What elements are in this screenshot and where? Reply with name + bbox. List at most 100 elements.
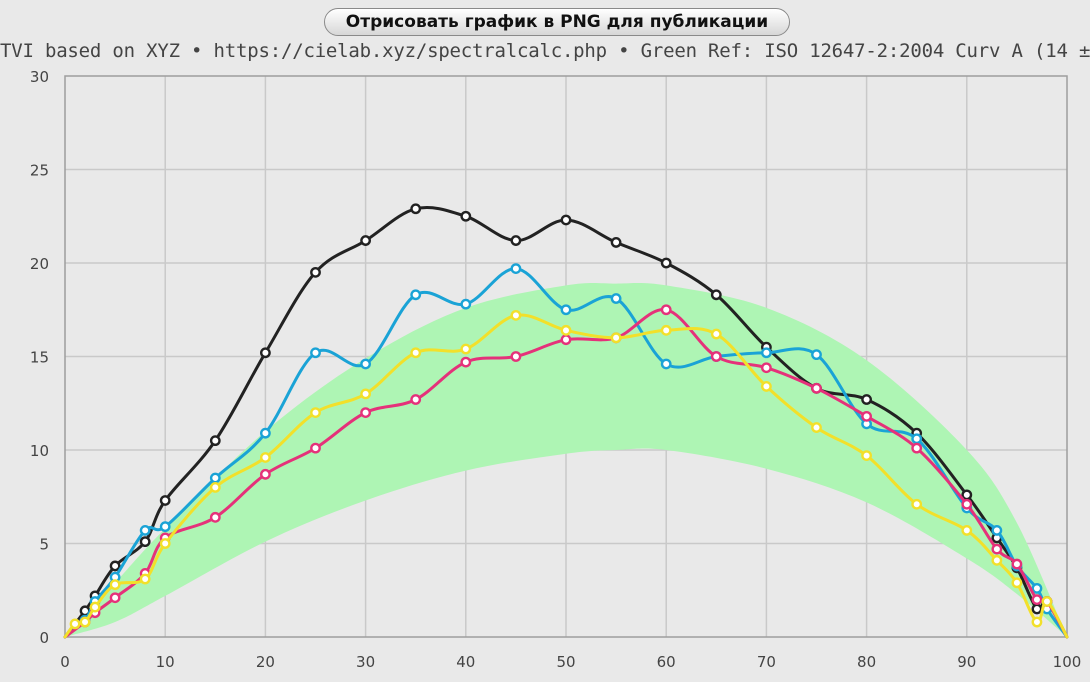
x-tick-label: 50 <box>556 653 575 671</box>
data-point <box>209 472 221 484</box>
data-point <box>761 362 772 374</box>
data-point <box>460 356 472 368</box>
y-tick-label: 15 <box>30 349 49 367</box>
data-point <box>1031 603 1043 615</box>
data-point <box>1041 596 1053 607</box>
data-point <box>159 495 171 506</box>
data-point <box>961 489 973 501</box>
data-point <box>259 468 271 480</box>
data-point <box>310 407 321 418</box>
x-tick-label: 40 <box>456 653 475 671</box>
data-point <box>811 422 822 433</box>
data-point <box>139 525 151 536</box>
axis-layer: 0 10 20 30 40 50 60 70 80 90 100 0 5 10 15 20 25 30 <box>30 68 1081 671</box>
data-point <box>861 410 872 422</box>
data-point <box>510 351 522 362</box>
reference-band <box>65 282 1067 637</box>
data-point <box>911 442 923 454</box>
data-point <box>159 538 171 549</box>
data-point <box>560 304 572 316</box>
data-point <box>310 442 321 454</box>
data-point <box>360 388 371 400</box>
data-point <box>79 616 91 628</box>
data-point <box>991 543 1003 555</box>
data-point <box>410 203 422 215</box>
y-tick-label: 20 <box>30 255 49 273</box>
chart-subtitle: TVI based on XYZ • https://cielab.xyz/sp… <box>0 40 1090 62</box>
data-point <box>861 394 872 405</box>
data-point <box>610 237 622 248</box>
data-point <box>660 358 672 370</box>
data-point <box>660 324 672 336</box>
data-point <box>510 263 522 275</box>
data-point <box>761 381 772 392</box>
data-point <box>560 214 572 226</box>
data-point <box>69 618 81 630</box>
data-point <box>410 347 422 359</box>
data-point <box>410 289 422 301</box>
data-point <box>310 347 321 359</box>
data-point <box>991 554 1003 566</box>
data-point <box>1031 616 1043 628</box>
data-point <box>961 498 973 510</box>
series-layer <box>63 203 1069 639</box>
y-tick-label: 25 <box>30 162 49 180</box>
data-point <box>159 521 171 533</box>
data-point <box>460 210 472 222</box>
data-point <box>360 358 371 370</box>
data-point <box>1011 577 1023 589</box>
render-png-button[interactable]: Отрисовать график в PNG для публикации <box>324 8 790 36</box>
x-tick-label: 100 <box>1053 653 1082 671</box>
data-point <box>209 435 221 447</box>
data-point <box>811 382 822 394</box>
data-point <box>1031 582 1043 594</box>
y-tick-label: 0 <box>39 629 49 647</box>
data-point <box>139 536 151 548</box>
data-point <box>1031 594 1043 605</box>
y-tick-label: 10 <box>30 442 49 460</box>
data-point <box>1011 558 1023 570</box>
data-point <box>660 304 672 316</box>
x-tick-label: 80 <box>857 653 876 671</box>
data-point <box>360 235 371 246</box>
data-point <box>209 511 221 523</box>
x-tick-label: 70 <box>757 653 776 671</box>
data-point <box>410 394 422 405</box>
x-tick-label: 30 <box>356 653 375 671</box>
data-point <box>109 592 121 604</box>
data-point <box>310 266 321 278</box>
data-point <box>510 309 522 321</box>
data-point <box>710 328 722 340</box>
y-tick-label: 5 <box>39 536 49 554</box>
data-point <box>360 407 371 418</box>
data-point <box>89 601 101 613</box>
data-point <box>139 573 151 585</box>
series-line-4 <box>63 313 1069 639</box>
data-point <box>460 298 472 310</box>
data-point <box>560 324 572 336</box>
data-point <box>761 347 772 359</box>
data-point <box>911 433 923 445</box>
plot-frame <box>64 75 1068 638</box>
data-point <box>109 579 121 591</box>
data-point <box>259 347 271 359</box>
data-point <box>961 525 973 536</box>
data-point <box>710 289 722 301</box>
data-point <box>861 450 872 462</box>
data-point <box>560 334 572 346</box>
data-point <box>109 560 121 572</box>
x-tick-label: 60 <box>657 653 676 671</box>
data-point <box>259 427 271 439</box>
data-point <box>991 525 1003 536</box>
x-tick-label: 90 <box>957 653 976 671</box>
data-point <box>610 293 622 304</box>
data-point <box>710 351 722 362</box>
data-point <box>911 498 923 510</box>
x-tick-label: 20 <box>256 653 275 671</box>
data-point <box>259 452 271 463</box>
data-point <box>660 257 672 269</box>
data-point <box>610 332 622 344</box>
data-point <box>510 235 522 246</box>
data-point <box>811 349 822 361</box>
